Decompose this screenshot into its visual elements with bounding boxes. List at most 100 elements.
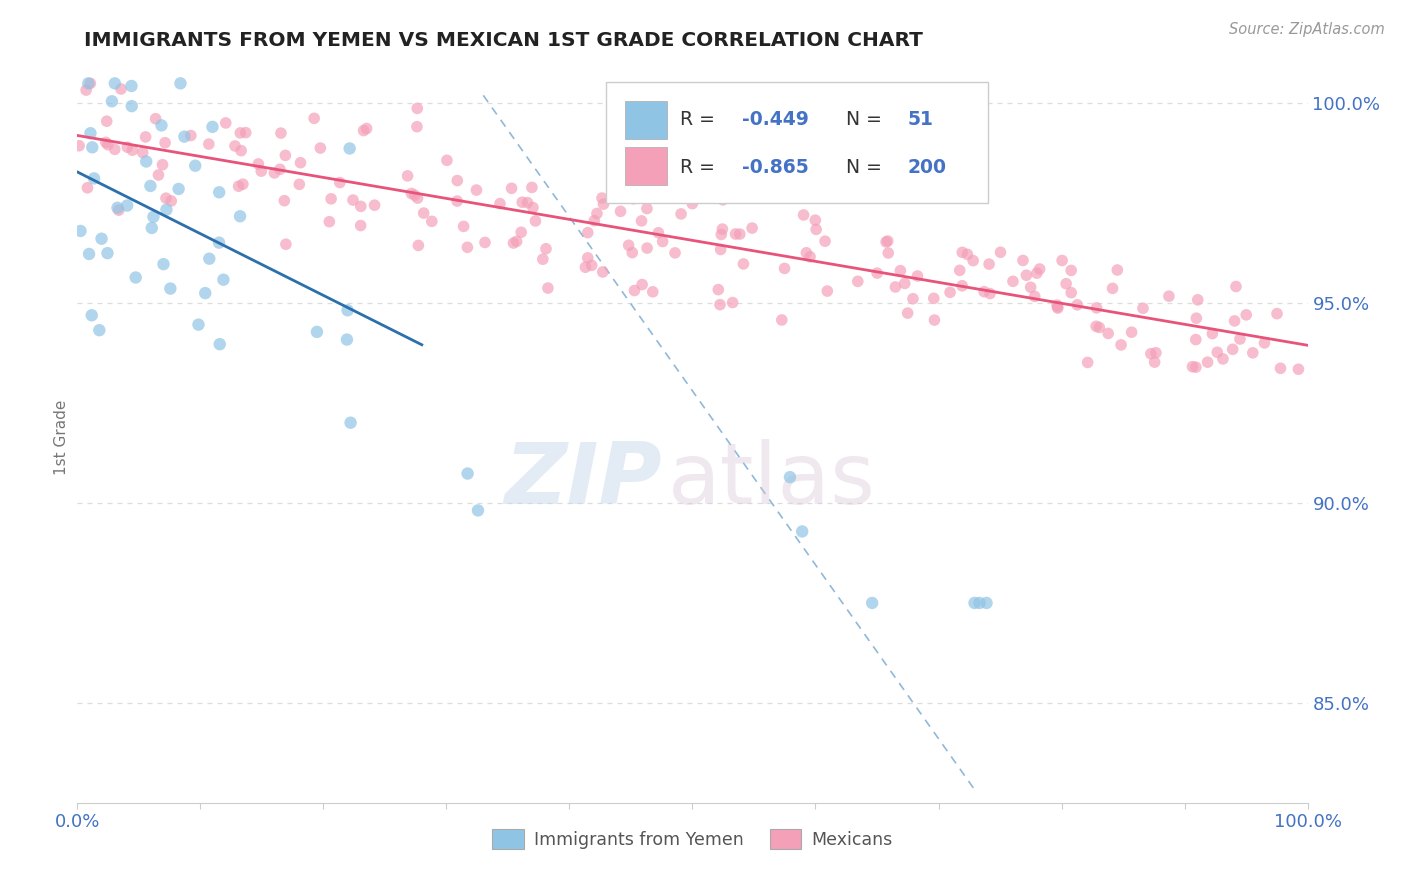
Point xyxy=(350,199,373,213)
Point xyxy=(1012,253,1035,268)
Point xyxy=(97,137,120,152)
Point xyxy=(1187,293,1209,307)
Point xyxy=(617,238,640,252)
Point xyxy=(318,215,340,229)
FancyBboxPatch shape xyxy=(624,146,666,185)
Point xyxy=(1024,289,1046,303)
Point xyxy=(1265,307,1288,321)
Point xyxy=(733,257,755,271)
Point xyxy=(232,177,254,191)
Point xyxy=(583,213,606,227)
Point xyxy=(682,173,704,187)
Point xyxy=(636,202,658,216)
Point xyxy=(531,252,554,267)
Point xyxy=(110,82,132,96)
Point xyxy=(152,257,174,271)
Point xyxy=(489,196,512,211)
Point xyxy=(288,178,311,192)
Point xyxy=(977,257,1000,271)
Point xyxy=(270,126,292,140)
Point xyxy=(474,235,496,250)
Point xyxy=(150,119,173,133)
Point xyxy=(69,224,91,238)
Text: -0.865: -0.865 xyxy=(742,158,808,177)
Point xyxy=(793,208,815,222)
Point xyxy=(990,245,1012,260)
Point xyxy=(796,245,818,260)
Text: 200: 200 xyxy=(908,158,946,177)
Point xyxy=(728,227,751,241)
Point xyxy=(96,246,118,260)
Point xyxy=(1140,347,1163,361)
Point xyxy=(950,245,973,260)
Point xyxy=(846,274,869,288)
Point xyxy=(1144,345,1167,359)
Point xyxy=(142,210,165,224)
Point xyxy=(412,206,434,220)
Text: atlas: atlas xyxy=(668,440,876,523)
Point xyxy=(1229,332,1251,346)
Point xyxy=(1085,319,1108,334)
Point xyxy=(350,219,373,233)
Point xyxy=(82,140,104,154)
Point xyxy=(877,246,900,260)
Point xyxy=(742,184,765,198)
Point xyxy=(148,168,170,182)
Point xyxy=(406,191,429,205)
Point xyxy=(669,207,692,221)
Point xyxy=(922,291,945,305)
Point xyxy=(141,221,163,235)
Point xyxy=(683,169,706,184)
Point xyxy=(401,186,423,201)
Point xyxy=(1015,268,1038,283)
Point xyxy=(623,192,645,206)
Point xyxy=(630,214,652,228)
Point xyxy=(976,596,998,610)
Point xyxy=(131,145,153,160)
Point xyxy=(502,235,524,250)
Point xyxy=(897,306,920,320)
Point xyxy=(1206,345,1229,359)
Point xyxy=(574,260,596,275)
Point xyxy=(139,178,162,193)
Point xyxy=(228,179,250,194)
Point xyxy=(641,285,664,299)
Point xyxy=(169,76,191,90)
Point xyxy=(621,245,644,260)
FancyBboxPatch shape xyxy=(624,101,666,138)
Point xyxy=(1223,314,1246,328)
Point xyxy=(875,235,897,249)
Point xyxy=(107,203,129,218)
Point xyxy=(457,467,479,481)
Point xyxy=(804,222,827,236)
Point xyxy=(155,191,177,205)
Point xyxy=(194,286,217,301)
Point xyxy=(79,76,101,90)
Point xyxy=(76,181,98,195)
Point xyxy=(510,225,533,239)
Point xyxy=(524,214,547,228)
Point xyxy=(187,318,209,332)
Point xyxy=(83,171,105,186)
Point xyxy=(1270,361,1292,376)
Point xyxy=(104,142,127,156)
Point xyxy=(576,251,599,265)
Legend: Immigrants from Yemen, Mexicans: Immigrants from Yemen, Mexicans xyxy=(485,822,900,856)
Point xyxy=(949,263,972,277)
Text: ZIP: ZIP xyxy=(505,440,662,523)
Point xyxy=(907,268,929,283)
Point xyxy=(664,246,686,260)
Point xyxy=(290,155,312,169)
Point xyxy=(609,204,631,219)
Point xyxy=(363,198,385,212)
Point xyxy=(592,197,614,211)
Point xyxy=(1241,346,1264,360)
Point xyxy=(1066,298,1088,312)
Point xyxy=(80,308,103,322)
Point xyxy=(631,277,654,292)
Point xyxy=(302,112,325,126)
Point xyxy=(889,263,911,277)
Point xyxy=(342,193,364,207)
Point xyxy=(651,235,673,249)
Point xyxy=(198,252,221,266)
